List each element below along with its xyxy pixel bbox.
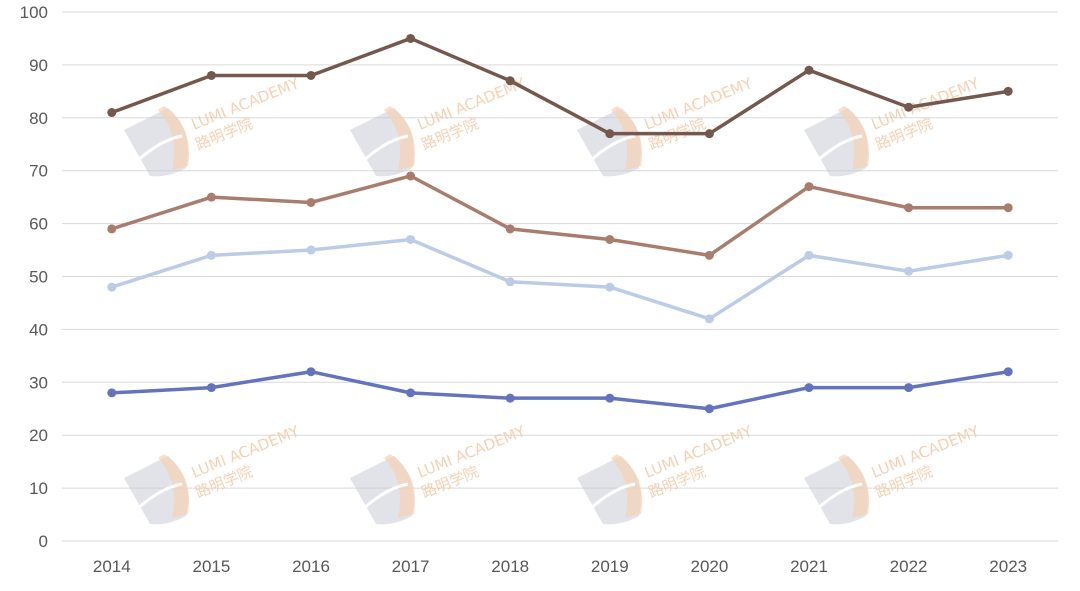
- data-point: [306, 367, 316, 377]
- data-point: [107, 388, 117, 398]
- data-point: [1003, 86, 1013, 96]
- data-point: [505, 277, 515, 287]
- shield-stripe-shape: [134, 482, 183, 512]
- y-tick-label: 60: [29, 215, 48, 234]
- shield-stripe-shape: [587, 134, 636, 164]
- data-point: [804, 250, 814, 260]
- data-point: [406, 171, 416, 181]
- data-point: [505, 393, 515, 403]
- data-point: [704, 129, 714, 139]
- series-line: [110, 36, 1010, 136]
- x-tick-label: 2018: [491, 557, 529, 576]
- series-layer: [107, 33, 1013, 414]
- data-point: [704, 404, 714, 414]
- shield-stripe-shape: [587, 482, 636, 512]
- data-point: [605, 234, 615, 244]
- x-tick-label: 2017: [392, 557, 430, 576]
- x-tick-label: 2019: [591, 557, 629, 576]
- shield-stripe-shape: [814, 134, 863, 164]
- y-tick-label: 80: [29, 109, 48, 128]
- y-tick-label: 70: [29, 162, 48, 181]
- y-tick-label: 10: [29, 479, 48, 498]
- shield-stripe-shape: [360, 134, 409, 164]
- data-point: [804, 65, 814, 75]
- y-axis-ticks: 0 10 20 30 40 50 60 70 80 90 100: [20, 3, 48, 551]
- data-point: [904, 203, 914, 213]
- data-point: [605, 282, 615, 292]
- data-point: [704, 314, 714, 324]
- series-2: [107, 171, 1013, 260]
- series-line: [110, 174, 1010, 258]
- data-point: [406, 33, 416, 43]
- data-point: [107, 282, 117, 292]
- series-4: [107, 367, 1013, 414]
- data-point: [206, 383, 216, 393]
- data-point: [804, 182, 814, 192]
- shield-stripe-shape: [134, 134, 183, 164]
- data-point: [904, 266, 914, 276]
- data-point: [1003, 367, 1013, 377]
- y-tick-label: 100: [20, 3, 48, 22]
- data-point: [605, 129, 615, 139]
- data-point: [206, 192, 216, 202]
- shield-stripe-shape: [814, 482, 863, 512]
- y-tick-label: 50: [29, 268, 48, 287]
- data-point: [704, 250, 714, 260]
- data-point: [1003, 250, 1013, 260]
- data-point: [804, 383, 814, 393]
- x-tick-label: 2022: [890, 557, 928, 576]
- data-point: [904, 383, 914, 393]
- x-tick-label: 2015: [192, 557, 230, 576]
- data-point: [1003, 203, 1013, 213]
- data-point: [306, 197, 316, 207]
- data-point: [306, 70, 316, 80]
- y-tick-label: 30: [29, 373, 48, 392]
- y-tick-label: 20: [29, 426, 48, 445]
- data-point: [406, 234, 416, 244]
- x-axis-ticks: 2014 2015 2016 2017 2018 2019 2020 2021 2022 2023: [93, 557, 1027, 576]
- series-3: [107, 234, 1013, 324]
- y-tick-label: 90: [29, 56, 48, 75]
- y-tick-label: 0: [39, 532, 48, 551]
- x-tick-label: 2016: [292, 557, 330, 576]
- data-point: [206, 250, 216, 260]
- series-line: [110, 369, 1010, 411]
- gridlines: [62, 11, 1058, 542]
- series-1: [107, 33, 1013, 139]
- data-point: [107, 224, 117, 234]
- data-point: [107, 108, 117, 118]
- x-tick-label: 2020: [690, 557, 728, 576]
- y-tick-label: 40: [29, 320, 48, 339]
- series-line: [110, 237, 1010, 321]
- x-tick-label: 2021: [790, 557, 828, 576]
- x-tick-label: 2014: [93, 557, 131, 576]
- data-point: [206, 70, 216, 80]
- x-tick-label: 2023: [989, 557, 1027, 576]
- data-point: [505, 76, 515, 86]
- data-point: [605, 393, 615, 403]
- data-point: [904, 102, 914, 112]
- data-point: [505, 224, 515, 234]
- data-point: [406, 388, 416, 398]
- data-point: [306, 245, 316, 255]
- shield-stripe-shape: [360, 482, 409, 512]
